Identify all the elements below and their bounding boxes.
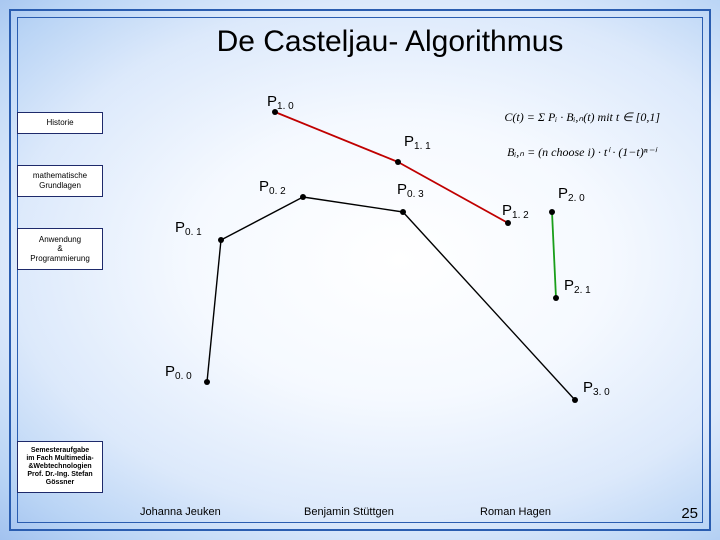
- point-P0.0: [204, 379, 210, 385]
- slide-number: 25: [681, 505, 698, 522]
- point-label-P0.0: P0. 0: [165, 363, 192, 380]
- edge-P2.0-P2.1: [552, 212, 556, 298]
- point-label-P0.2: P0. 2: [259, 178, 286, 195]
- point-label-P0.3: P0. 3: [397, 181, 424, 198]
- point-P2.0: [549, 209, 555, 215]
- footer-author-1: Johanna Jeuken: [140, 506, 221, 518]
- point-P0.2: [300, 194, 306, 200]
- page-title: De Casteljau- Algorithmus: [110, 25, 670, 59]
- point-P0.1: [218, 237, 224, 243]
- point-label-P1.0: P1. 0: [267, 93, 294, 110]
- edge-P0.2-P0.3: [303, 197, 403, 212]
- point-P3.0: [572, 397, 578, 403]
- footer-author-2: Benjamin Stüttgen: [304, 506, 394, 518]
- point-P0.3: [400, 209, 406, 215]
- point-label-P2.0: P2. 0: [558, 185, 585, 202]
- point-label-P1.1: P1. 1: [404, 133, 431, 150]
- edge-P1.0-P1.1: [275, 112, 398, 162]
- point-P1.1: [395, 159, 401, 165]
- point-label-P2.1: P2. 1: [564, 277, 591, 294]
- sidebar-item-0[interactable]: Historie: [17, 112, 103, 134]
- slide: De Casteljau- Algorithmus Historie mathem…: [0, 0, 720, 540]
- sidebar-footer-box: Semesteraufgabe im Fach Multimedia- &Web…: [17, 441, 103, 493]
- edge-P0.0-P0.1: [207, 240, 221, 382]
- sidebar-item-1[interactable]: mathematische Grundlagen: [17, 165, 103, 197]
- edge-P0.3-P3.0: [403, 212, 575, 400]
- point-P2.1: [553, 295, 559, 301]
- point-P1.2: [505, 220, 511, 226]
- point-label-P1.2: P1. 2: [502, 202, 529, 219]
- de-casteljau-diagram: [120, 100, 660, 430]
- sidebar-item-2[interactable]: Anwendung & Programmierung: [17, 228, 103, 270]
- edge-P0.1-P0.2: [221, 197, 303, 240]
- footer-author-3: Roman Hagen: [480, 506, 551, 518]
- point-label-P0.1: P0. 1: [175, 219, 202, 236]
- point-label-P3.0: P3. 0: [583, 379, 610, 396]
